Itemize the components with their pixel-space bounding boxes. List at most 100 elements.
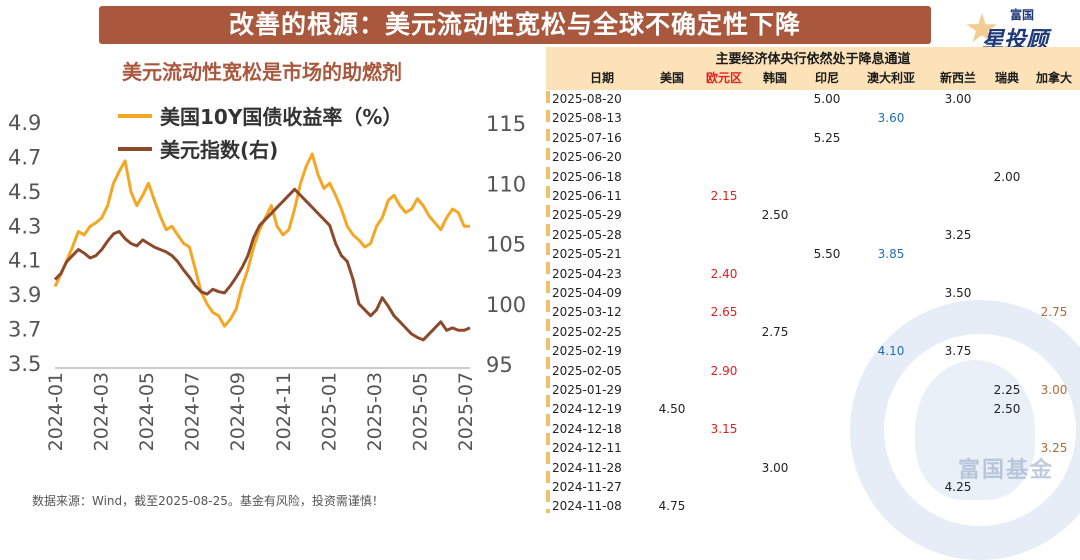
table-date-cell: 2025-05-21 [552,247,622,262]
table-row: 2025-04-09 3.50 [546,284,1080,303]
chart-title: 美元流动性宽松是市场的助燃剂 [122,60,402,84]
table-date-cell: 2025-02-19 [552,344,622,359]
table-date-cell: 2024-11-28 [552,460,622,475]
table-date-cell: 2025-01-29 [552,383,622,397]
star-icon: ★ [964,6,1000,52]
table-rate-cell: 3.50 [944,286,972,300]
table-header-cell: 瑞典 [994,71,1019,85]
left-axis-tick: 4.1 [8,249,41,273]
table-date-cell: 2025-03-12 [552,305,622,320]
table-date-cell: 2025-07-16 [552,130,622,145]
table-header-cell: 加拿大 [1035,71,1072,85]
table-date-cell: 2024-12-19 [552,402,622,417]
table-rate-cell: 2.50 [761,208,789,223]
table-row: 2025-08-13 3.60 [546,109,1080,128]
table-date-cell: 2025-08-13 [552,111,622,126]
table-date-cell: 2025-02-25 [552,324,622,339]
table-rate-cell: 3.75 [944,344,972,359]
table-row: 2025-05-21 5.50 3.85 [546,245,1080,264]
left-axis-tick: 4.7 [8,145,41,169]
right-axis-tick: 95 [486,353,513,377]
x-axis-tick: 2024-05 [136,372,158,451]
table-row: 2025-02-05 2.90 [546,362,1080,381]
table-date-cell: 2024-11-08 [552,499,622,513]
table-rate-cell: 3.85 [877,247,905,262]
x-axis-tick: 2024-09 [227,372,249,451]
x-axis-tick: 2025-05 [409,372,431,451]
table-rate-cell: 4.75 [658,499,686,513]
table-date-cell: 2025-06-11 [552,189,622,203]
right-axis-tick: 100 [486,293,526,317]
table-row: 2024-11-08 4.75 [546,497,1080,513]
table-row: 2025-02-19 4.10 3.75 [546,342,1080,361]
table-header-cell: 印尼 [814,71,839,85]
table-rate-cell: 2.90 [710,363,738,378]
table-rate-cell: 2.00 [993,169,1021,184]
table-rate-cell: 5.00 [813,92,841,106]
table-rate-cell: 3.00 [1040,383,1068,397]
table-date-cell: 2025-06-18 [552,169,622,184]
table-rate-cell: 4.10 [877,344,905,359]
x-axis-tick: 2025-07 [455,372,477,451]
table-row: 2025-08-20 5.00 3.00 [546,90,1080,109]
table-row: 2025-01-29 2.25 3.00 [546,381,1080,400]
table-header: 主要经济体央行依然处于降息通道 日期 美国 欧元区 韩国 印尼 澳大利亚 新西兰 瑞典 加拿大 [546,47,1080,90]
table-rate-cell: 5.25 [813,130,841,145]
table-rate-cell: 3.25 [1040,441,1068,456]
table-row: 2025-06-20 [546,148,1080,167]
dxy-series-line [53,187,471,342]
x-axis-tick: 2024-11 [273,372,295,451]
table-rate-cell: 2.75 [761,324,789,339]
table-date-cell: 2024-11-27 [552,480,622,494]
rate-table: 主要经济体央行依然处于降息通道 日期 美国 欧元区 韩国 印尼 澳大利亚 新西兰 瑞典 加拿大 … [546,47,1080,513]
yield-series-line [53,152,470,328]
table-header-cell: 韩国 [762,71,787,85]
line-chart: 4.9 4.7 4.5 4.3 4.1 3.9 3.7 3.5 115 110 105 100 95 20… [8,105,526,451]
right-axis-tick: 110 [486,172,526,196]
left-axis-tick: 3.7 [8,318,41,342]
table-rate-cell: 4.25 [944,480,972,494]
table-date-cell: 2025-04-23 [552,266,622,281]
table-rate-cell: 3.00 [944,92,972,106]
table-header-cell: 澳大利亚 [866,71,915,85]
table-header-cell: 欧元区 [705,71,742,85]
table-header-cell: 日期 [589,71,614,85]
table-rate-cell: 2.40 [710,266,738,281]
table-row: 2024-11-27 4.25 [546,478,1080,497]
table-rate-cell: 5.50 [813,247,841,262]
table-rate-cell: 3.00 [761,460,789,475]
table-date-cell: 2024-12-11 [552,441,622,456]
table-date-cell: 2025-05-28 [552,227,622,242]
page-title-banner: 改善的根源：美元流动性宽松与全球不确定性下降 [99,6,931,44]
left-axis-tick: 4.9 [8,111,41,135]
watermark-text: 富国基金 [958,458,1055,483]
table-date-cell: 2024-12-18 [552,421,622,436]
left-axis-tick: 3.9 [8,283,41,307]
table-rate-cell: 4.50 [658,402,686,417]
table-row: 2025-05-28 3.25 [546,226,1080,245]
table-rate-cell: 3.60 [877,111,905,126]
table-date-cell: 2025-02-05 [552,363,622,378]
logo-top-text: 富国 [1010,8,1035,22]
table-row: 2024-12-19 4.50 2.50 [546,400,1080,419]
x-axis-tick: 2025-01 [318,372,340,451]
table-rate-cell: 2.75 [1040,305,1068,320]
x-axis-tick: 2024-07 [182,372,204,451]
x-axis-tick: 2024-01 [45,372,67,451]
table-header-cell: 新西兰 [939,71,976,85]
table-header-cell: 美国 [659,71,684,85]
legend-label: 美国10Y国债收益率（%） [160,105,402,129]
table-row: 2024-12-11 3.25 [546,439,1080,458]
left-axis-tick: 4.3 [8,214,41,238]
table-rate-cell: 3.25 [944,227,972,242]
table-date-cell: 2025-06-20 [552,150,622,165]
table-row: 2025-05-29 2.50 [546,206,1080,225]
table-row: 2025-06-11 2.15 [546,187,1080,206]
right-axis-tick: 115 [486,112,526,136]
table-row: 2024-12-18 3.15 [546,420,1080,439]
x-axis-tick: 2025-03 [364,372,386,451]
x-axis-tick: 2024-03 [91,372,113,451]
table-row: 2025-02-25 2.75 [546,323,1080,342]
table-rate-cell: 2.65 [710,305,738,320]
table-title: 主要经济体央行依然处于降息通道 [715,52,911,67]
